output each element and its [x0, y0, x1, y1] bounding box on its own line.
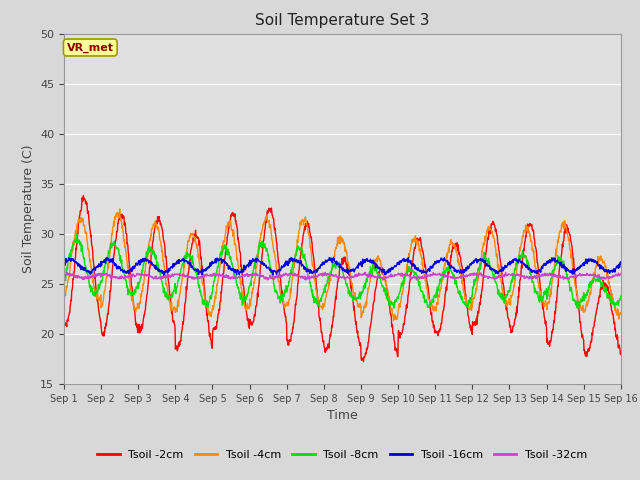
Legend: Tsoil -2cm, Tsoil -4cm, Tsoil -8cm, Tsoil -16cm, Tsoil -32cm: Tsoil -2cm, Tsoil -4cm, Tsoil -8cm, Tsoi… [93, 445, 592, 465]
Y-axis label: Soil Temperature (C): Soil Temperature (C) [22, 144, 35, 273]
X-axis label: Time: Time [327, 409, 358, 422]
Title: Soil Temperature Set 3: Soil Temperature Set 3 [255, 13, 429, 28]
Text: VR_met: VR_met [67, 42, 114, 53]
